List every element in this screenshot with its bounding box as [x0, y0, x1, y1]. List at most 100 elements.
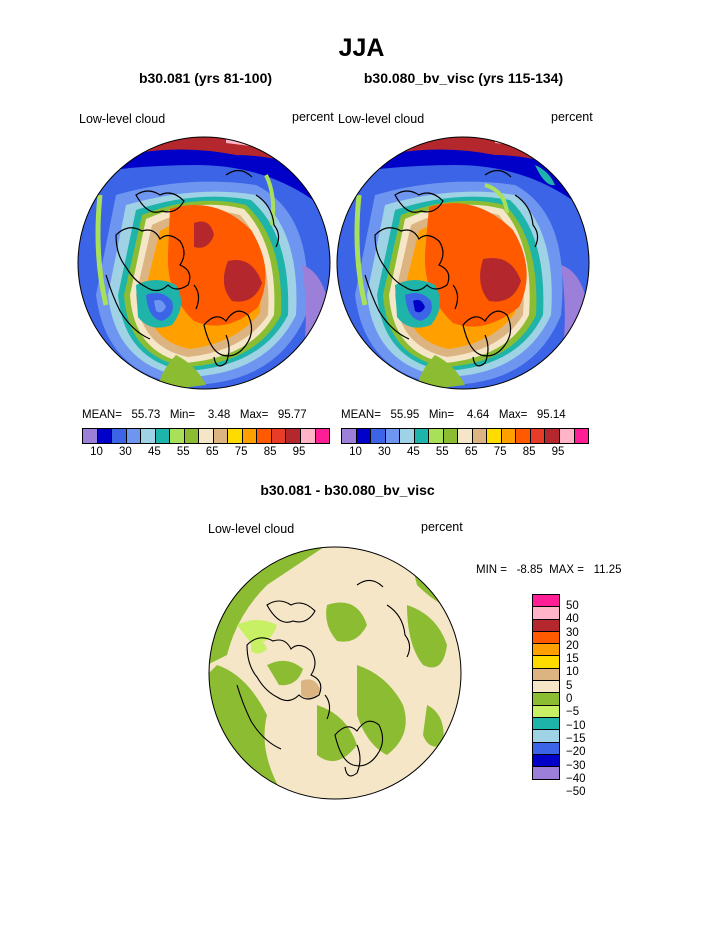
colorbar-swatch	[155, 429, 171, 443]
colorbar-swatch	[342, 429, 357, 443]
colorbar-swatch	[533, 717, 559, 731]
colorbar-tick-label: 45	[147, 446, 161, 458]
colorbar-swatch	[487, 429, 502, 443]
colorbar-tick-label: 65	[464, 446, 478, 458]
colorbar-tick-label: 10	[90, 446, 103, 458]
colorbar-swatch	[83, 429, 98, 443]
colorbar-swatch	[371, 429, 386, 443]
colorbar-label: 40	[566, 613, 579, 626]
diff-panel-title: b30.081 - b30.080_bv_visc	[260, 482, 435, 498]
colorbar-tick-label: 45	[406, 446, 420, 458]
right-colorbar	[341, 428, 589, 444]
left-panel-title: b30.081 (yrs 81-100)	[138, 70, 273, 86]
diff-colorbar	[532, 594, 560, 781]
colorbar-swatch	[126, 429, 142, 443]
colorbar-swatch	[141, 429, 156, 443]
colorbar-swatch	[533, 631, 559, 645]
colorbar-swatch	[443, 429, 459, 443]
figure-title: JJA	[338, 34, 385, 62]
diff-variable-label: Low-level cloud	[208, 522, 295, 536]
colorbar-swatch	[356, 429, 372, 443]
colorbar-label: 0	[566, 693, 573, 706]
colorbar-tick-label: 55	[435, 446, 449, 458]
colorbar-swatch	[533, 705, 559, 718]
colorbar-swatch	[112, 429, 127, 443]
colorbar-tick-label: 95	[551, 446, 565, 458]
colorbar-label: −30	[566, 759, 586, 772]
colorbar-swatch	[429, 429, 444, 443]
colorbar-swatch	[533, 754, 559, 768]
diff-polar-map	[208, 546, 462, 800]
colorbar-tick-label: 65	[205, 446, 219, 458]
colorbar-tick-label: 95	[292, 446, 306, 458]
colorbar-swatch	[300, 429, 316, 443]
colorbar-label: 10	[566, 666, 579, 679]
left-colorbar	[82, 428, 330, 444]
colorbar-swatch	[559, 429, 575, 443]
colorbar-label: 50	[566, 600, 579, 612]
colorbar-swatch	[286, 429, 301, 443]
colorbar-swatch	[385, 429, 401, 443]
colorbar-swatch	[545, 429, 560, 443]
colorbar-label: 15	[566, 653, 579, 666]
colorbar-swatch	[533, 607, 559, 620]
colorbar-swatch	[472, 429, 488, 443]
colorbar-swatch	[533, 644, 559, 657]
colorbar-swatch	[533, 619, 559, 632]
colorbar-label: 20	[566, 639, 579, 652]
colorbar-swatch	[257, 429, 272, 443]
colorbar-label: −20	[566, 746, 586, 759]
colorbar-label: −15	[566, 732, 586, 745]
colorbar-swatch	[533, 693, 559, 706]
colorbar-label: −10	[566, 719, 586, 732]
colorbar-label: −5	[566, 706, 580, 719]
colorbar-swatch	[242, 429, 258, 443]
colorbar-swatch	[199, 429, 214, 443]
colorbar-tick-label: 75	[234, 446, 248, 458]
diff-units-label: percent	[421, 520, 463, 534]
left-units-label: percent	[292, 110, 334, 124]
colorbar-swatch	[97, 429, 113, 443]
colorbar-tick-label: 55	[176, 446, 190, 458]
colorbar-swatch	[414, 429, 430, 443]
left-polar-map	[77, 136, 331, 390]
colorbar-swatch	[184, 429, 200, 443]
diff-colorbar-labels: 50 40 30 20 15 10 5 0 −5 −10 −15 −20 −30 −40 −50	[566, 600, 586, 799]
colorbar-swatch	[458, 429, 473, 443]
right-panel-title: b30.080_bv_visc (yrs 115-134)	[363, 70, 564, 86]
colorbar-tick-label: 85	[263, 446, 277, 458]
colorbar-swatch	[533, 742, 559, 755]
left-stats: MEAN= 55.73 Min= 3.48 Max= 95.77	[82, 409, 307, 421]
right-stats: MEAN= 55.95 Min= 4.64 Max= 95.14	[341, 409, 566, 421]
colorbar-tick-label: 85	[522, 446, 536, 458]
colorbar-swatch	[315, 429, 330, 443]
colorbar-label: −50	[566, 786, 586, 799]
colorbar-swatch	[516, 429, 531, 443]
colorbar-swatch	[228, 429, 243, 443]
colorbar-swatch	[533, 595, 559, 608]
colorbar-swatch	[530, 429, 546, 443]
colorbar-swatch	[400, 429, 415, 443]
colorbar-swatch	[170, 429, 185, 443]
right-polar-map	[336, 136, 590, 390]
colorbar-swatch	[213, 429, 229, 443]
colorbar-tick-label: 10	[349, 446, 362, 458]
colorbar-swatch	[574, 429, 589, 443]
colorbar-swatch	[501, 429, 517, 443]
colorbar-swatch	[271, 429, 287, 443]
colorbar-swatch	[533, 681, 559, 694]
colorbar-tick-label: 75	[493, 446, 507, 458]
right-variable-label: Low-level cloud	[338, 112, 425, 126]
left-variable-label: Low-level cloud	[79, 112, 166, 126]
diff-stats: MIN = -8.85 MAX = 11.25	[476, 564, 622, 576]
colorbar-swatch	[533, 730, 559, 743]
right-units-label: percent	[551, 110, 593, 124]
colorbar-tick-label: 30	[119, 446, 132, 458]
colorbar-tick-label: 30	[378, 446, 391, 458]
colorbar-swatch	[533, 668, 559, 682]
colorbar-swatch	[533, 656, 559, 669]
colorbar-swatch	[533, 767, 559, 780]
colorbar-label: 5	[566, 679, 573, 692]
colorbar-label: 30	[566, 626, 579, 639]
colorbar-label: −40	[566, 772, 586, 785]
